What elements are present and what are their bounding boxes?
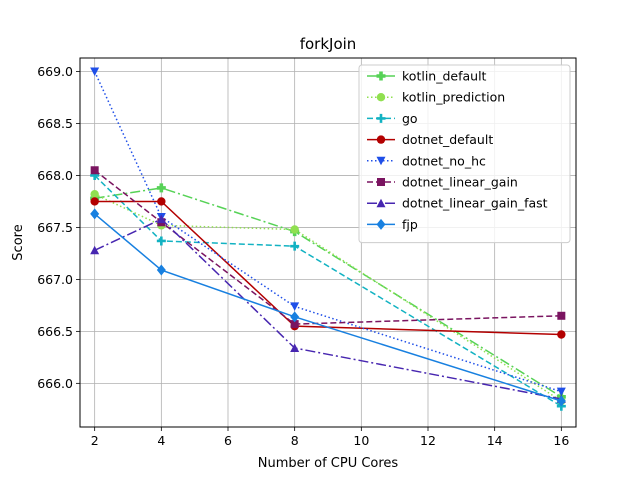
legend-marker (377, 178, 385, 186)
series-line (94, 218, 562, 400)
x-tick-label: 16 (553, 433, 569, 448)
data-point (290, 225, 299, 234)
series-fjp (90, 208, 566, 407)
legend-label: dotnet_no_hc (402, 153, 486, 168)
series-line (94, 187, 562, 398)
legend-label: kotlin_default (402, 69, 487, 84)
data-point (90, 208, 100, 220)
legend-entry: dotnet_no_hc (367, 153, 486, 168)
data-point (90, 67, 100, 77)
data-point (90, 166, 99, 175)
axis-ticks: 2 4 6 8 10 12 14 16 666.0 666.5 667.0 667.5 668.0 668… (37, 64, 569, 448)
y-tick-label: 667.5 (37, 220, 73, 235)
legend-marker (376, 218, 386, 230)
legend-entry: dotnet_default (367, 132, 493, 147)
series-dotnet-no-hc (90, 67, 566, 397)
data-point (290, 343, 300, 353)
x-tick-label: 8 (291, 433, 299, 448)
series-layer (90, 67, 566, 411)
data-point (290, 241, 300, 251)
legend-label: go (402, 111, 418, 126)
legend-label: kotlin_prediction (402, 90, 505, 105)
legend-box (358, 64, 571, 244)
x-tick-label: 4 (157, 433, 165, 448)
x-tick-label: 10 (353, 433, 369, 448)
legend-marker (376, 71, 386, 81)
plot-frame (79, 57, 577, 428)
legend-entry: go (367, 111, 418, 126)
data-point (557, 311, 566, 320)
series-line (93, 71, 562, 393)
legend-entry: dotnet_linear_gain (367, 175, 518, 190)
legend-entry: kotlin_default (367, 69, 487, 84)
legend-marker (376, 156, 386, 166)
data-point (557, 330, 566, 339)
data-point (156, 236, 166, 246)
series-line (94, 193, 562, 402)
data-point (90, 189, 99, 199)
legend-label: fjp (402, 217, 418, 232)
y-tick-label: 668.5 (37, 116, 73, 131)
data-point (290, 311, 300, 323)
data-point (556, 387, 566, 397)
legend-marker (376, 113, 386, 123)
legend-label: dotnet_linear_gain (402, 175, 518, 190)
chart-title: forkJoin (300, 35, 357, 53)
y-tick-label: 666.5 (37, 324, 73, 339)
legend-entry: kotlin_prediction (367, 90, 505, 105)
data-point (90, 245, 100, 255)
x-axis-label: Number of CPU Cores (258, 456, 399, 471)
y-tick-label: 668.0 (37, 168, 73, 183)
data-point (90, 197, 99, 206)
x-tick-label: 2 (91, 433, 99, 448)
legend-label: dotnet_default (402, 132, 493, 147)
y-tick-label: 667.0 (37, 272, 73, 287)
data-point (156, 214, 166, 224)
legend-marker (376, 135, 386, 144)
data-point (156, 264, 166, 276)
series-line (94, 174, 562, 407)
y-tick-label: 666.0 (37, 376, 73, 391)
x-tick-label: 14 (487, 433, 503, 448)
legend-entry: fjp (367, 217, 418, 232)
data-point (156, 183, 166, 193)
series-line (94, 213, 562, 402)
x-tick-label: 6 (224, 433, 232, 448)
y-tick-label: 669.0 (37, 64, 73, 79)
legend-entry: dotnet_linear_gain_fast (367, 196, 548, 211)
legend-marker (376, 93, 386, 102)
series-line (94, 200, 562, 336)
data-point (290, 302, 300, 311)
data-point (157, 197, 166, 206)
legend-label: dotnet_linear_gain_fast (402, 196, 548, 211)
y-axis-label: Score (11, 224, 26, 260)
data-point (290, 320, 299, 329)
x-tick-label: 12 (420, 433, 436, 448)
legend-marker (376, 198, 386, 208)
data-point (556, 395, 566, 407)
